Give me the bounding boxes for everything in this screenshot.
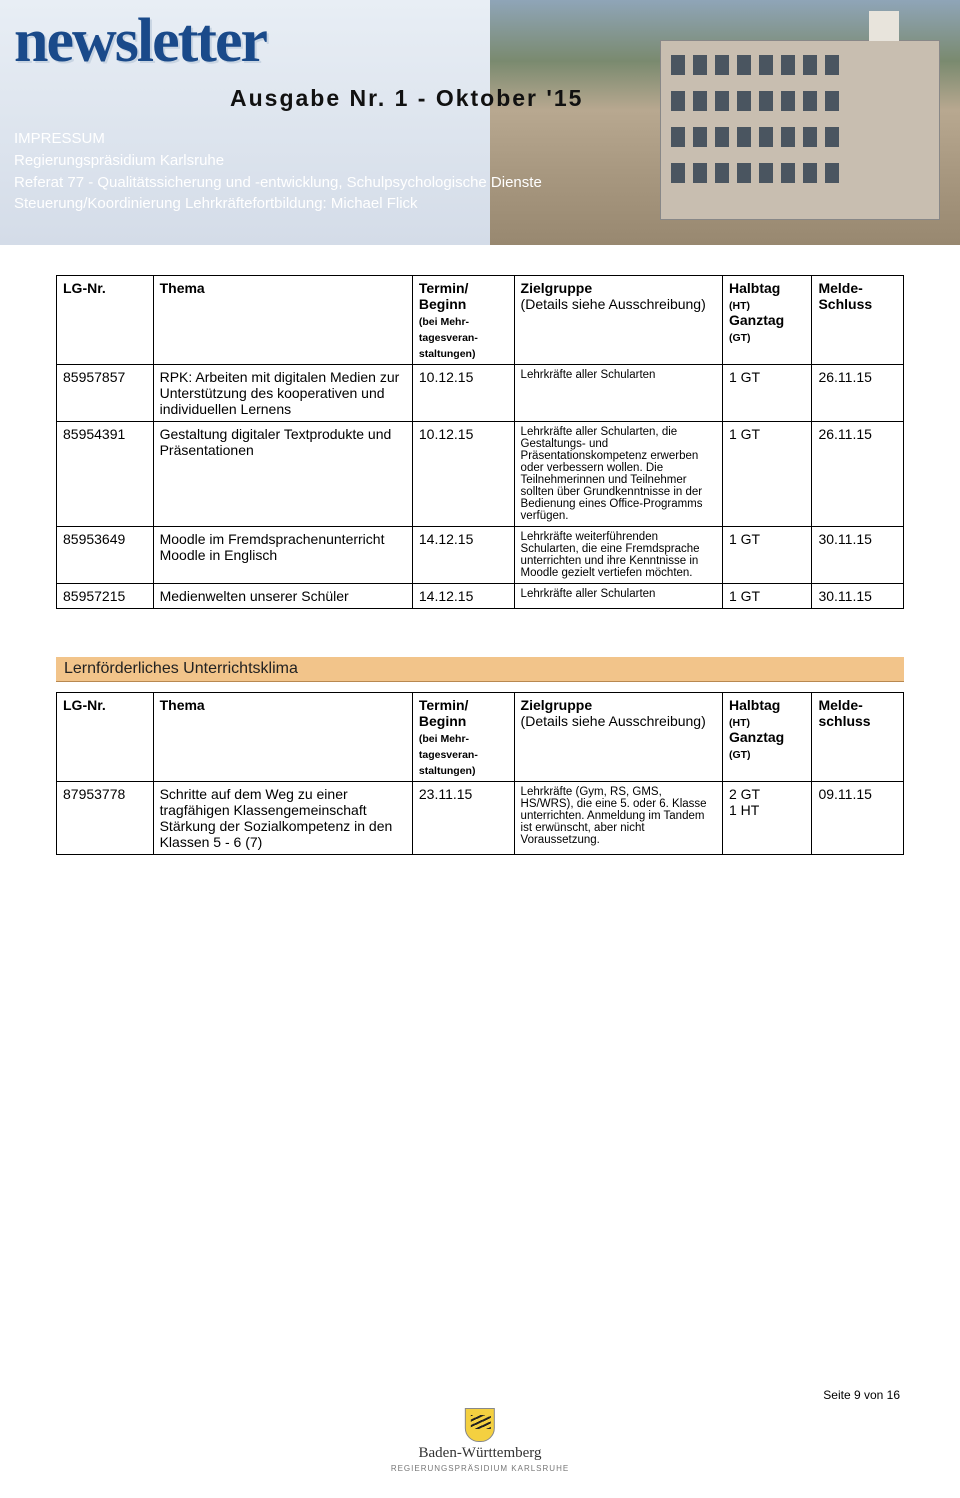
cell-thema: Gestaltung digitaler Textprodukte und Pr… [153, 422, 412, 527]
th-ganztag-sub: (GT) [729, 749, 751, 761]
crest-state-name: Baden-Württemberg [391, 1445, 569, 1462]
th-halbganztag: Halbtag (HT) Ganztag (GT) [722, 693, 811, 782]
th-halbganztag: Halbtag (HT) Ganztag (GT) [722, 276, 811, 365]
th-termin-sub: (bei Mehr-tagesveran-staltungen) [419, 733, 478, 777]
crest-agency-name: REGIERUNGSPRÄSIDIUM KARLSRUHE [391, 1464, 569, 1473]
th-termin-sub: (bei Mehr-tagesveran-staltungen) [419, 316, 478, 360]
th-termin: Termin/ Beginn (bei Mehr-tagesveran-stal… [412, 276, 514, 365]
table-row: 85954391Gestaltung digitaler Textprodukt… [57, 422, 904, 527]
footer: Seite 9 von 16 Baden-Württemberg REGIERU… [0, 1388, 960, 1498]
cell-termin: 14.12.15 [412, 527, 514, 584]
cell-lgnr: 85954391 [57, 422, 154, 527]
cell-termin: 23.11.15 [412, 782, 514, 855]
cell-thema: Moodle im Fremdsprachenunterricht Moodle… [153, 527, 412, 584]
cell-tag: 2 GT1 HT [722, 782, 811, 855]
masthead-title: newsletter [14, 6, 266, 77]
cell-lgnr: 85957857 [57, 365, 154, 422]
th-ziel-sub: (Details siehe Ausschreibung) [521, 713, 706, 729]
table-row: 85957857RPK: Arbeiten mit digitalen Medi… [57, 365, 904, 422]
cell-lgnr: 87953778 [57, 782, 154, 855]
th-ganztag-sub: (GT) [729, 332, 751, 344]
section-header-lernklima: Lernförderliches Unterrichtsklima [56, 657, 904, 682]
cell-zielgruppe: Lehrkräfte (Gym, RS, GMS, HS/WRS), die e… [514, 782, 722, 855]
crest-shield-icon [465, 1408, 495, 1442]
th-halbtag-sub: (HT) [729, 717, 750, 729]
th-meldeschluss: Melde-schluss [812, 693, 904, 782]
cell-thema: RPK: Arbeiten mit digitalen Medien zur U… [153, 365, 412, 422]
th-termin: Termin/ Beginn (bei Mehr-tagesveran-stal… [412, 693, 514, 782]
cell-melde: 30.11.15 [812, 584, 904, 609]
cell-zielgruppe: Lehrkräfte aller Schularten [514, 584, 722, 609]
cell-melde: 26.11.15 [812, 365, 904, 422]
th-meldeschluss: Melde-Schluss [812, 276, 904, 365]
table-header-row: LG-Nr. Thema Termin/ Beginn (bei Mehr-ta… [57, 693, 904, 782]
cell-thema: Medienwelten unserer Schüler [153, 584, 412, 609]
impressum-title: IMPRESSUM [14, 128, 734, 150]
cell-thema: Schritte auf dem Weg zu einer tragfähige… [153, 782, 412, 855]
th-zielgruppe: Zielgruppe (Details siehe Ausschreibung) [514, 276, 722, 365]
issue-line: Ausgabe Nr. 1 - Oktober '15 [230, 85, 583, 112]
th-lgnr: LG-Nr. [57, 693, 154, 782]
table-1: LG-Nr. Thema Termin/ Beginn (bei Mehr-ta… [56, 275, 904, 609]
cell-termin: 10.12.15 [412, 365, 514, 422]
th-termin-main: Termin/ Beginn [419, 280, 469, 312]
table-row: 85957215Medienwelten unserer Schüler14.1… [57, 584, 904, 609]
page-number: Seite 9 von 16 [823, 1388, 900, 1402]
table-2: LG-Nr. Thema Termin/ Beginn (bei Mehr-ta… [56, 692, 904, 855]
header-banner: newsletter Ausgabe Nr. 1 - Oktober '15 I… [0, 0, 960, 245]
th-halbtag: Halbtag [729, 697, 780, 713]
cell-termin: 14.12.15 [412, 584, 514, 609]
content-area: LG-Nr. Thema Termin/ Beginn (bei Mehr-ta… [0, 245, 960, 855]
th-halbtag: Halbtag [729, 280, 780, 296]
th-thema: Thema [153, 693, 412, 782]
cell-zielgruppe: Lehrkräfte weiterführenden Schularten, d… [514, 527, 722, 584]
th-ziel-main: Zielgruppe [521, 697, 593, 713]
cell-termin: 10.12.15 [412, 422, 514, 527]
cell-tag: 1 GT [722, 422, 811, 527]
cell-zielgruppe: Lehrkräfte aller Schularten [514, 365, 722, 422]
cell-tag: 1 GT [722, 527, 811, 584]
table-header-row: LG-Nr. Thema Termin/ Beginn (bei Mehr-ta… [57, 276, 904, 365]
footer-crest: Baden-Württemberg REGIERUNGSPRÄSIDIUM KA… [391, 1408, 569, 1473]
impressum-line: Referat 77 - Qualitätssicherung und -ent… [14, 172, 734, 194]
cell-melde: 26.11.15 [812, 422, 904, 527]
th-ganztag: Ganztag [729, 729, 784, 745]
table-row: 85953649Moodle im Fremdsprachenunterrich… [57, 527, 904, 584]
th-halbtag-sub: (HT) [729, 300, 750, 312]
cell-zielgruppe: Lehrkräfte aller Schularten, die Gestalt… [514, 422, 722, 527]
cell-lgnr: 85953649 [57, 527, 154, 584]
cell-tag: 1 GT [722, 584, 811, 609]
th-termin-main: Termin/ Beginn [419, 697, 469, 729]
impressum: IMPRESSUM Regierungspräsidium Karlsruhe … [14, 128, 734, 215]
cell-tag: 1 GT [722, 365, 811, 422]
table-row: 87953778Schritte auf dem Weg zu einer tr… [57, 782, 904, 855]
th-thema: Thema [153, 276, 412, 365]
th-ziel-sub: (Details siehe Ausschreibung) [521, 296, 706, 312]
impressum-line: Regierungspräsidium Karlsruhe [14, 150, 734, 172]
cell-melde: 09.11.15 [812, 782, 904, 855]
cell-melde: 30.11.15 [812, 527, 904, 584]
th-zielgruppe: Zielgruppe (Details siehe Ausschreibung) [514, 693, 722, 782]
th-ganztag: Ganztag [729, 312, 784, 328]
th-lgnr: LG-Nr. [57, 276, 154, 365]
th-ziel-main: Zielgruppe [521, 280, 593, 296]
cell-lgnr: 85957215 [57, 584, 154, 609]
impressum-line: Steuerung/Koordinierung Lehrkräftefortbi… [14, 193, 734, 215]
